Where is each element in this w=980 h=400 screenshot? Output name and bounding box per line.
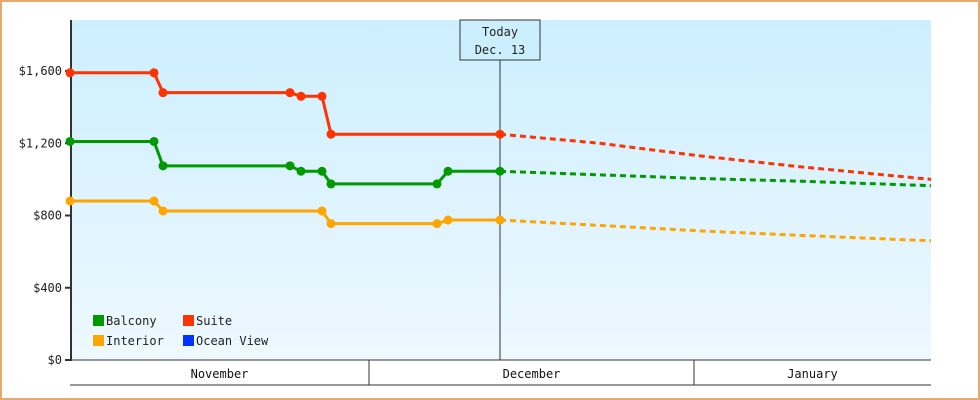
data-point[interactable]	[317, 206, 327, 216]
y-axis-ticks: $0 $400 $800 $1,200 $1,600	[19, 64, 71, 367]
data-point[interactable]	[158, 161, 168, 171]
plot-area	[71, 20, 931, 360]
legend-swatch	[183, 315, 194, 326]
data-point[interactable]	[65, 136, 75, 146]
data-point[interactable]	[317, 91, 327, 101]
series-lines	[65, 68, 932, 243]
data-point[interactable]	[443, 166, 453, 176]
series-line-balcony	[70, 139, 500, 186]
period-label: January	[787, 367, 838, 381]
data-point[interactable]	[296, 91, 306, 101]
period-label: November	[191, 367, 249, 381]
y-tick-label: $0	[48, 353, 62, 367]
data-point[interactable]	[65, 68, 75, 78]
data-point[interactable]	[158, 206, 168, 216]
data-point[interactable]	[149, 68, 159, 78]
forecast-line-suite	[499, 132, 932, 181]
y-tick-label: $1,600	[19, 64, 62, 78]
data-point[interactable]	[65, 196, 75, 206]
forecast-line-balcony	[499, 169, 932, 188]
x-axis-periods: November December January	[70, 360, 931, 386]
data-point[interactable]	[285, 161, 295, 171]
data-point[interactable]	[317, 166, 327, 176]
legend-swatch	[183, 335, 194, 346]
legend-swatch	[93, 335, 104, 346]
today-label-box	[459, 19, 541, 61]
data-point[interactable]	[158, 88, 168, 98]
y-tick-label: $400	[33, 281, 62, 295]
y-tick-label: $800	[33, 209, 62, 223]
data-point[interactable]	[326, 219, 336, 229]
forecast-line-interior	[499, 218, 932, 243]
data-point[interactable]	[432, 219, 442, 229]
data-point[interactable]	[285, 88, 295, 98]
legend: Balcony Suite Interior Ocean View	[93, 314, 269, 348]
data-point[interactable]	[443, 215, 453, 225]
legend-label[interactable]: Interior	[106, 334, 164, 348]
data-point[interactable]	[326, 129, 336, 139]
today-label: Today	[482, 25, 518, 39]
data-point[interactable]	[149, 136, 159, 146]
legend-swatch	[93, 315, 104, 326]
y-tick-label: $1,200	[19, 136, 62, 150]
data-point[interactable]	[296, 166, 306, 176]
legend-label[interactable]: Ocean View	[196, 334, 269, 348]
data-point[interactable]	[149, 196, 159, 206]
data-point[interactable]	[326, 179, 336, 189]
period-label: December	[503, 367, 561, 381]
legend-label[interactable]: Suite	[196, 314, 232, 328]
today-date: Dec. 13	[475, 43, 526, 57]
data-point[interactable]	[432, 179, 442, 189]
today-marker: Today Dec. 13	[459, 19, 541, 360]
legend-label[interactable]: Balcony	[106, 314, 157, 328]
